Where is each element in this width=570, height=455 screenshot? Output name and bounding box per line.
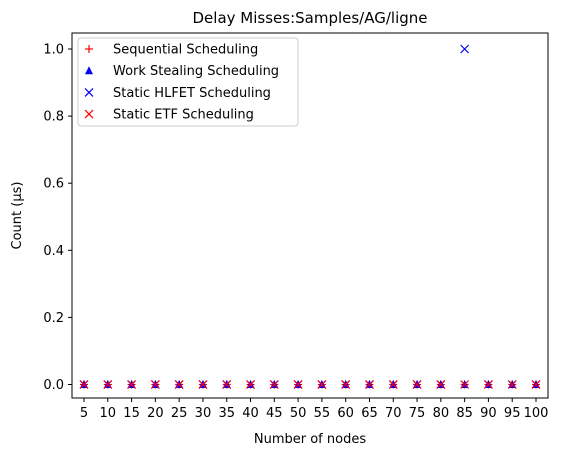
x-tick-label: 85 [456, 406, 473, 421]
legend-entry: Static HLFET Scheduling [84, 86, 271, 101]
data-point [222, 380, 232, 389]
data-point [174, 380, 184, 389]
data-point [341, 380, 351, 389]
legend-label: Static ETF Scheduling [113, 108, 254, 123]
legend-marker [84, 87, 94, 97]
data-point [460, 44, 470, 54]
legend-box [77, 37, 299, 127]
data-point [460, 380, 470, 389]
data-point [531, 380, 541, 389]
y-tick-label: 0.4 [43, 244, 64, 259]
x-tick-label: 65 [361, 406, 378, 421]
legend-entry: Work Stealing Scheduling [85, 64, 279, 79]
x-tick-label: 100 [524, 406, 549, 421]
legend-marker [84, 109, 94, 119]
y-tick-label: 1.0 [43, 43, 64, 58]
data-point [436, 380, 446, 389]
legend: Sequential Scheduling Work Stealing Sched… [77, 37, 299, 127]
x-tick-label: 5 [80, 406, 88, 421]
x-tick-label: 10 [100, 406, 117, 421]
x-tick-label: 80 [433, 406, 450, 421]
data-point [483, 380, 493, 389]
legend-entry: Static ETF Scheduling [84, 108, 254, 123]
data-point [246, 380, 255, 389]
legend-label: Sequential Scheduling [113, 43, 258, 58]
plot-frame [71, 32, 549, 399]
x-tick-label: 20 [147, 406, 164, 421]
data-point [388, 380, 398, 389]
data-point [127, 380, 137, 389]
x-tick-label: 15 [123, 406, 140, 421]
x-tick-label: 70 [385, 406, 402, 421]
y-tick-label: 0.6 [43, 177, 64, 192]
x-tick-label: 55 [314, 406, 331, 421]
x-tick-label: 90 [480, 406, 497, 421]
data-point [150, 380, 160, 389]
data-point [198, 380, 208, 389]
x-axis-label: Number of nodes [254, 432, 366, 447]
y-tick-label: 0.0 [43, 378, 64, 393]
y-tick-label: 0.2 [43, 311, 64, 326]
x-tick-label: 30 [195, 406, 212, 421]
x-tick-label: 25 [171, 406, 188, 421]
plot-area: 5 10 15 20 25 30 35 40 45 50 55 60 65 70 75 80 85 90 95 100… [43, 43, 548, 422]
data-point [365, 380, 374, 389]
data-point [317, 380, 327, 389]
data-point [507, 380, 517, 389]
x-tick-label: 50 [290, 406, 307, 421]
legend-entry: Sequential Scheduling [85, 43, 258, 58]
y-tick-label: 0.8 [43, 110, 64, 125]
legend-marker [85, 66, 93, 75]
data-point [103, 380, 113, 389]
legend-label: Static HLFET Scheduling [113, 86, 271, 101]
data-point [79, 380, 89, 389]
y-axis-label: Count (µs) [10, 182, 25, 250]
x-tick-label: 45 [266, 406, 283, 421]
data-point [269, 380, 279, 389]
x-tick-label: 40 [242, 406, 259, 421]
data-point [412, 380, 422, 389]
data-point [293, 380, 303, 389]
legend-label: Work Stealing Scheduling [113, 64, 279, 79]
x-tick-label: 60 [337, 406, 354, 421]
x-tick-label: 95 [504, 406, 521, 421]
legend-marker [85, 45, 93, 53]
x-tick-label: 75 [409, 406, 426, 421]
x-tick-label: 35 [218, 406, 235, 421]
chart-title: Delay Misses:Samples/AG/ligne [193, 9, 428, 27]
